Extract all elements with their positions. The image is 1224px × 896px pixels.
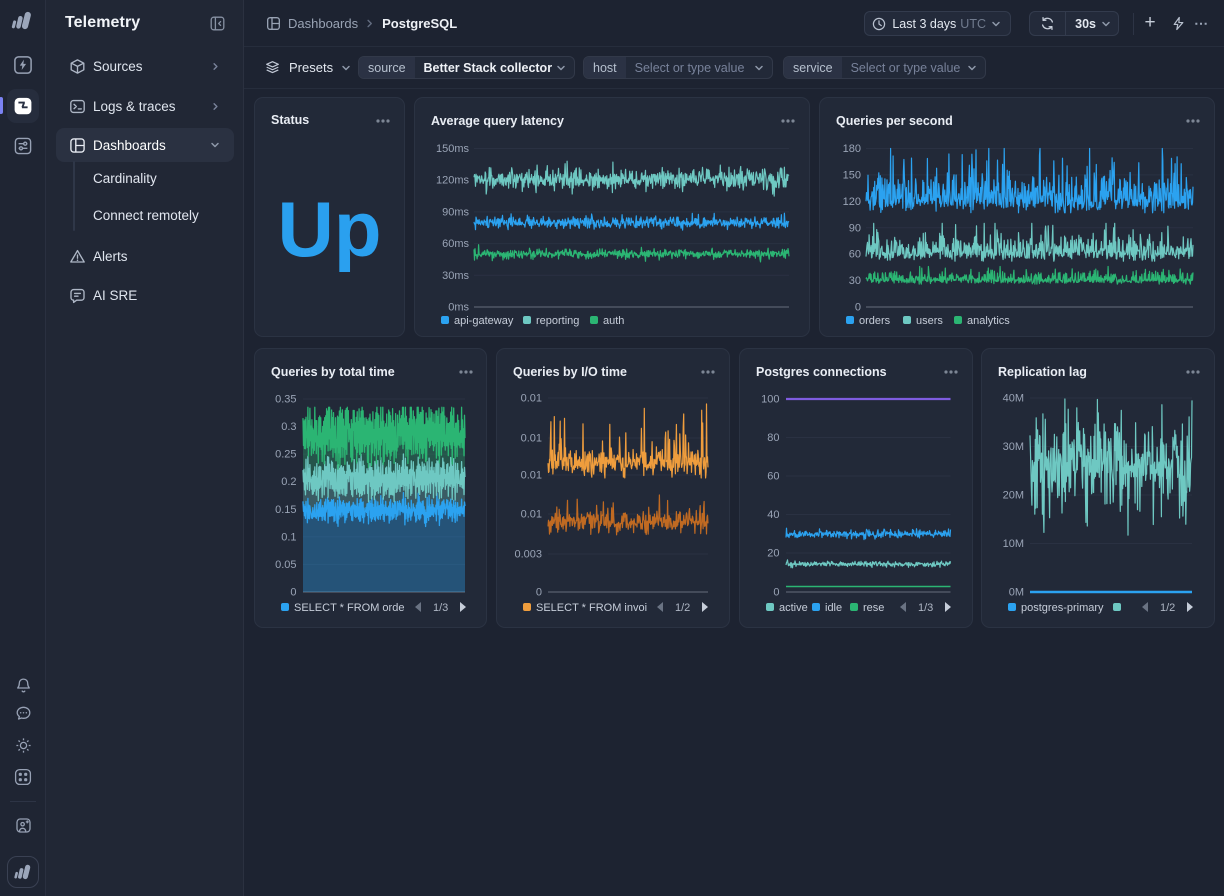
svg-text:1/3: 1/3 — [918, 602, 933, 614]
svg-text:Average query latency: Average query latency — [431, 114, 564, 128]
svg-text:0.2: 0.2 — [281, 476, 296, 488]
svg-text:postgres-primary: postgres-primary — [1021, 602, 1104, 614]
svg-text:80: 80 — [767, 432, 779, 444]
svg-text:0.1: 0.1 — [281, 531, 296, 543]
svg-text:0.35: 0.35 — [275, 394, 296, 406]
svg-text:analytics: analytics — [967, 315, 1010, 327]
svg-text:0: 0 — [290, 587, 296, 599]
svg-text:users: users — [916, 315, 943, 327]
svg-text:120: 120 — [843, 196, 861, 208]
svg-text:0.01: 0.01 — [521, 509, 542, 521]
svg-text:0.003: 0.003 — [514, 549, 542, 561]
svg-text:SELECT * FROM orde: SELECT * FROM orde — [294, 602, 404, 614]
svg-text:30: 30 — [849, 275, 861, 287]
svg-text:0.01: 0.01 — [521, 433, 542, 445]
svg-text:60ms: 60ms — [442, 238, 469, 250]
svg-text:Queries by total time: Queries by total time — [271, 365, 395, 379]
svg-text:150ms: 150ms — [436, 143, 470, 155]
svg-text:auth: auth — [603, 315, 624, 327]
svg-text:90ms: 90ms — [442, 206, 469, 218]
svg-text:1/3: 1/3 — [433, 602, 448, 614]
svg-text:reporting: reporting — [536, 315, 579, 327]
svg-text:SELECT * FROM invoi: SELECT * FROM invoi — [536, 602, 647, 614]
svg-text:0ms: 0ms — [448, 302, 469, 314]
svg-text:Replication lag: Replication lag — [998, 365, 1087, 379]
svg-text:30M: 30M — [1003, 441, 1024, 453]
svg-text:0: 0 — [855, 302, 861, 314]
svg-text:0: 0 — [536, 587, 542, 599]
svg-text:0.25: 0.25 — [275, 449, 296, 461]
svg-text:20M: 20M — [1003, 490, 1024, 502]
svg-text:0.01: 0.01 — [521, 470, 542, 482]
svg-text:1/2: 1/2 — [675, 602, 690, 614]
svg-text:90: 90 — [849, 222, 861, 234]
svg-text:150: 150 — [843, 169, 861, 181]
svg-text:api-gateway: api-gateway — [454, 315, 514, 327]
svg-text:180: 180 — [843, 143, 861, 155]
svg-text:0: 0 — [773, 587, 779, 599]
svg-text:active: active — [779, 602, 808, 614]
svg-text:1/2: 1/2 — [1160, 602, 1175, 614]
svg-text:0.3: 0.3 — [281, 421, 296, 433]
svg-text:0.01: 0.01 — [521, 393, 542, 405]
svg-text:10M: 10M — [1003, 538, 1024, 550]
svg-text:100: 100 — [761, 394, 779, 406]
svg-text:Queries by I/O time: Queries by I/O time — [513, 365, 627, 379]
svg-text:30ms: 30ms — [442, 270, 469, 282]
svg-text:20: 20 — [767, 548, 779, 560]
svg-text:40M: 40M — [1003, 393, 1024, 405]
svg-text:120ms: 120ms — [436, 175, 470, 187]
svg-text:60: 60 — [767, 471, 779, 483]
svg-text:Postgres connections: Postgres connections — [756, 365, 887, 379]
svg-text:0.05: 0.05 — [275, 559, 296, 571]
svg-text:orders: orders — [859, 315, 891, 327]
svg-text:60: 60 — [849, 249, 861, 261]
svg-text:Queries per second: Queries per second — [836, 114, 953, 128]
svg-text:40: 40 — [767, 509, 779, 521]
svg-text:rese: rese — [863, 602, 884, 614]
svg-text:idle: idle — [825, 602, 842, 614]
svg-text:0.15: 0.15 — [275, 504, 296, 516]
svg-text:0M: 0M — [1009, 587, 1024, 599]
